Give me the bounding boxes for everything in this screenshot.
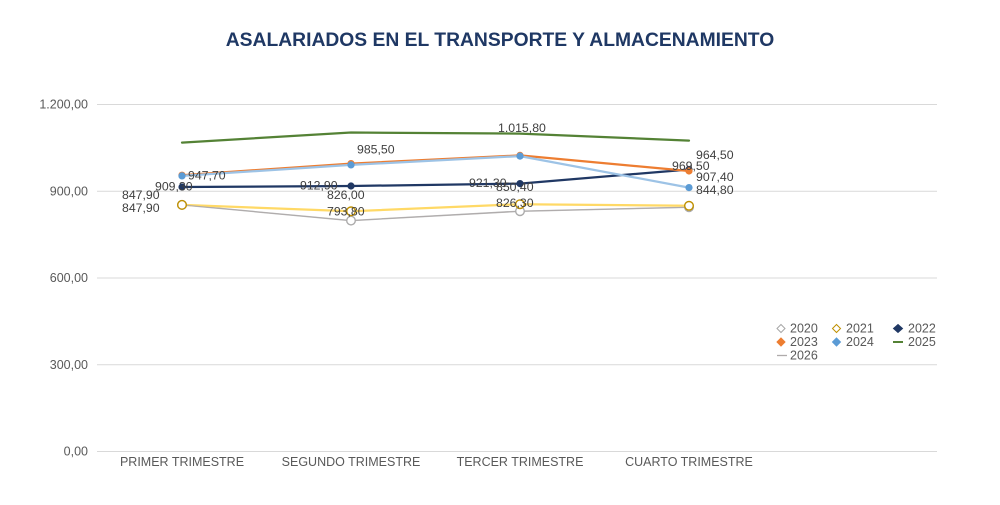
svg-text:847,90: 847,90 bbox=[122, 188, 160, 202]
svg-text:1.015,80: 1.015,80 bbox=[498, 121, 546, 135]
svg-text:TERCER TRIMESTRE: TERCER TRIMESTRE bbox=[457, 455, 584, 469]
svg-text:947,70: 947,70 bbox=[188, 169, 226, 183]
svg-text:2021: 2021 bbox=[846, 322, 874, 336]
svg-text:0,00: 0,00 bbox=[64, 445, 88, 459]
svg-text:300,00: 300,00 bbox=[50, 358, 88, 372]
svg-text:900,00: 900,00 bbox=[50, 184, 88, 198]
svg-text:793,80: 793,80 bbox=[327, 205, 365, 219]
svg-text:1.200,00: 1.200,00 bbox=[39, 98, 88, 112]
svg-text:2022: 2022 bbox=[908, 322, 936, 336]
svg-text:985,50: 985,50 bbox=[357, 143, 395, 157]
svg-text:2024: 2024 bbox=[846, 335, 874, 349]
svg-text:847,90: 847,90 bbox=[122, 201, 160, 215]
svg-text:600,00: 600,00 bbox=[50, 271, 88, 285]
svg-text:2023: 2023 bbox=[790, 335, 818, 349]
svg-text:964,50: 964,50 bbox=[696, 148, 734, 162]
svg-text:SEGUNDO TRIMESTRE: SEGUNDO TRIMESTRE bbox=[282, 455, 421, 469]
svg-text:2026: 2026 bbox=[790, 349, 818, 363]
svg-text:CUARTO TRIMESTRE: CUARTO TRIMESTRE bbox=[625, 455, 753, 469]
svg-text:PRIMER TRIMESTRE: PRIMER TRIMESTRE bbox=[120, 455, 244, 469]
svg-text:2020: 2020 bbox=[790, 322, 818, 336]
svg-text:844,80: 844,80 bbox=[696, 183, 734, 197]
svg-text:850,40: 850,40 bbox=[496, 180, 534, 194]
svg-text:909,30: 909,30 bbox=[155, 180, 193, 194]
svg-text:826,00: 826,00 bbox=[327, 188, 365, 202]
svg-text:826,30: 826,30 bbox=[496, 196, 534, 210]
svg-text:2025: 2025 bbox=[908, 335, 936, 349]
